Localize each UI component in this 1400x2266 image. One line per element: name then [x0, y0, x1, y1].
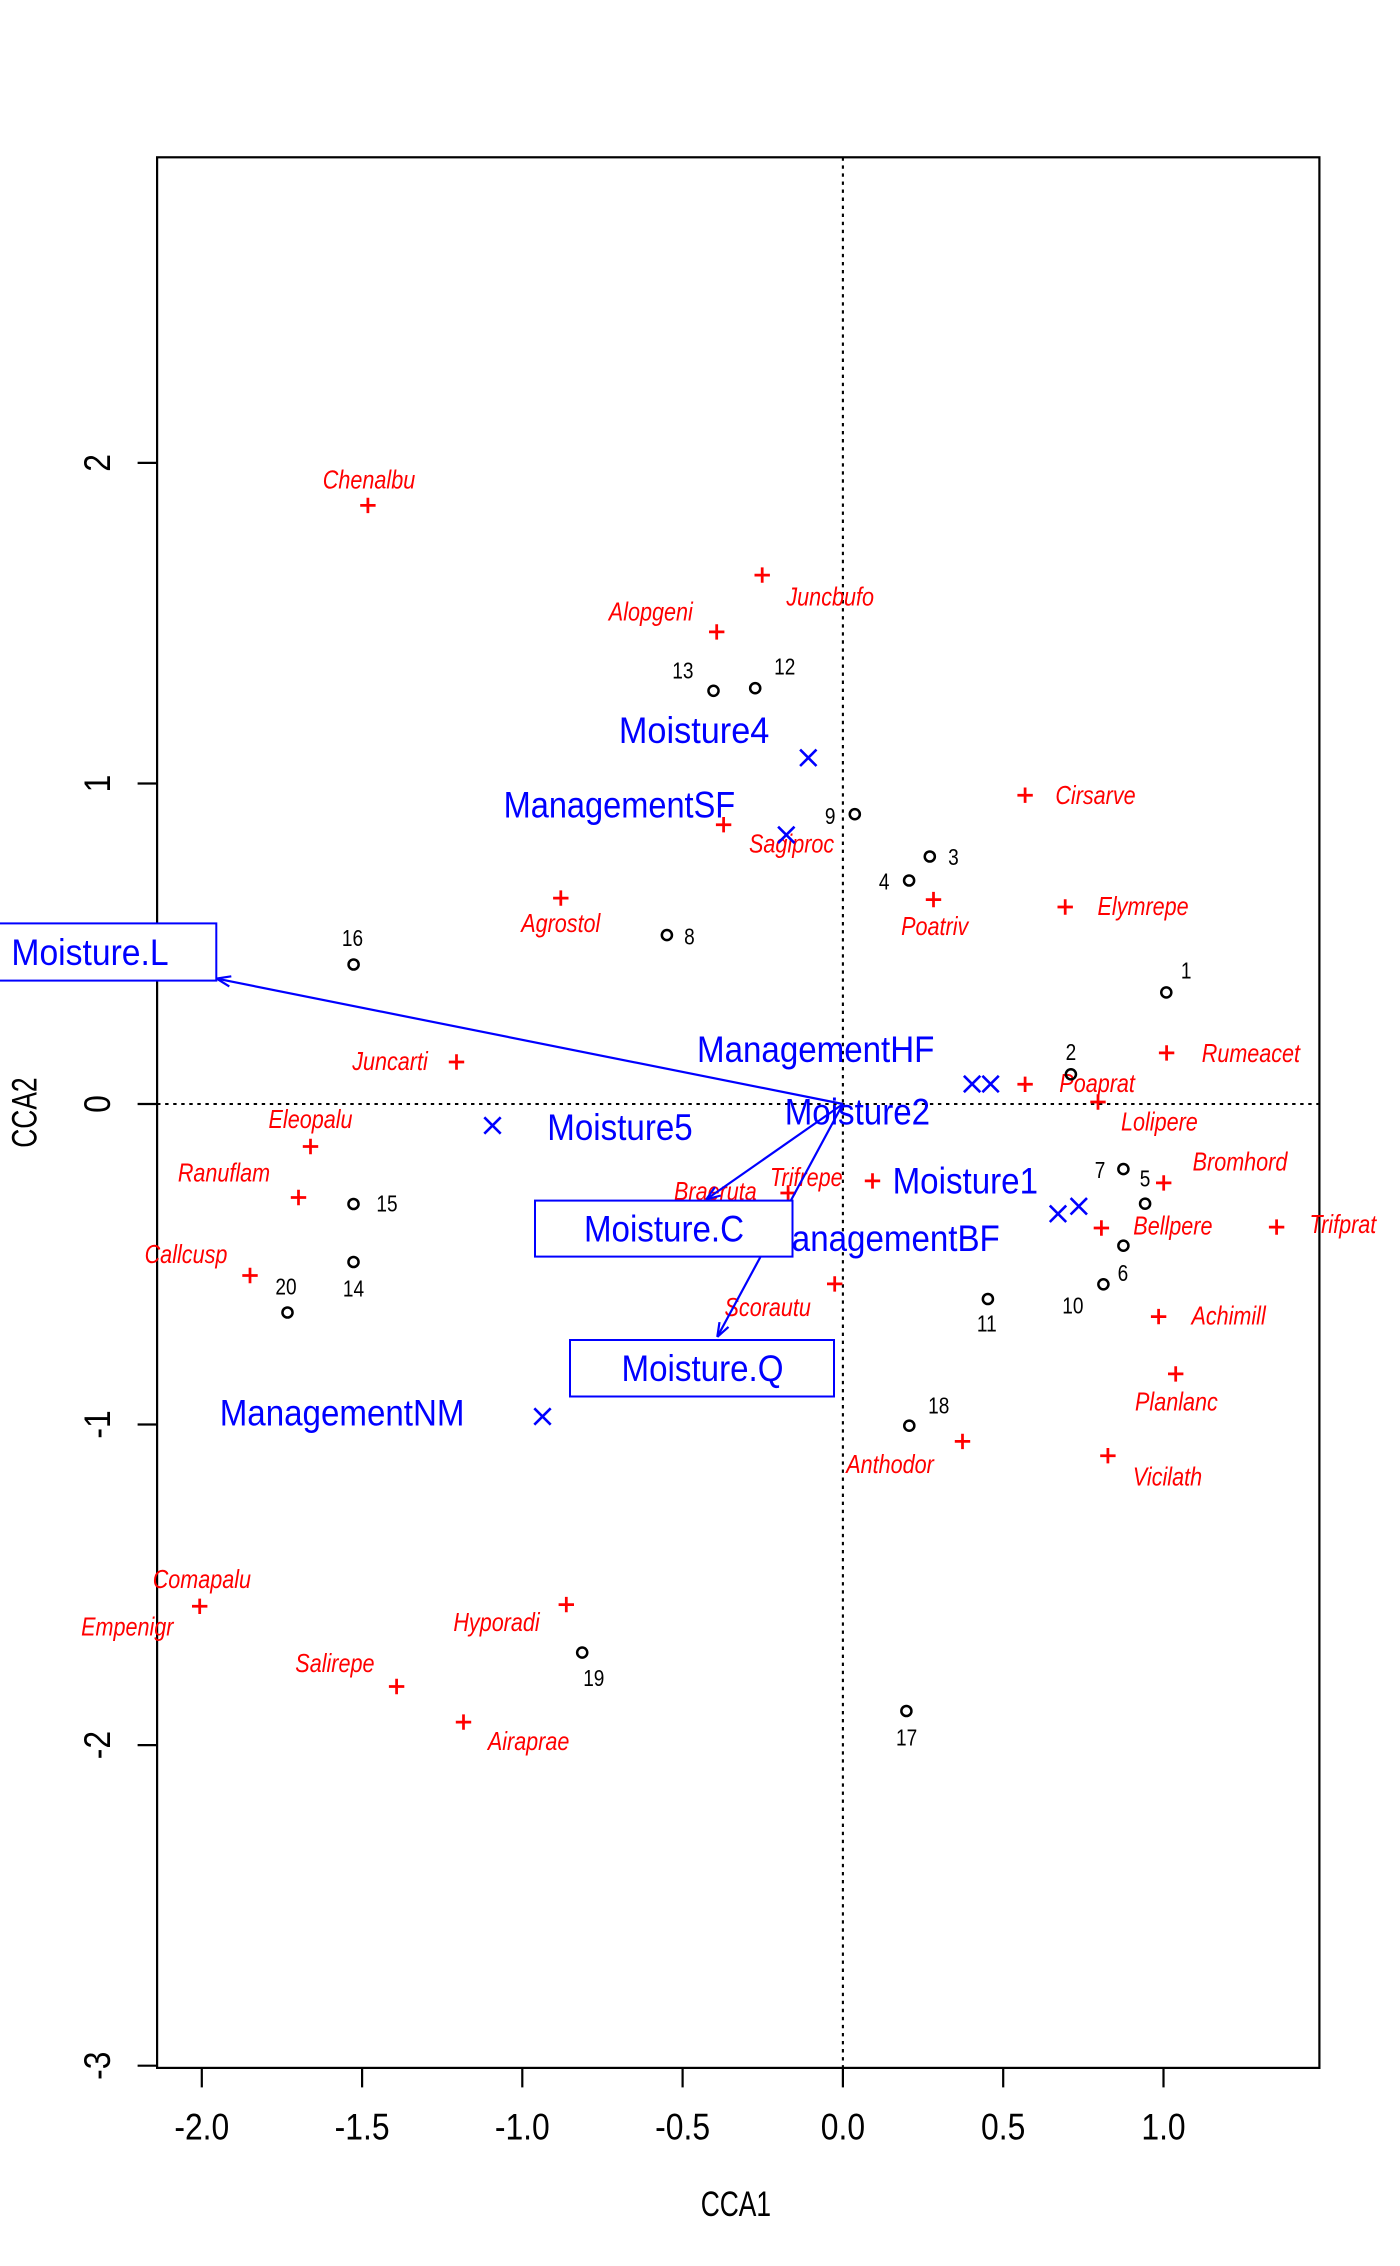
- svg-text:ManagementBF: ManagementBF: [764, 1218, 1000, 1259]
- svg-text:18: 18: [928, 1393, 949, 1419]
- svg-text:Scorautu: Scorautu: [725, 1292, 811, 1322]
- svg-text:Moisture.Q: Moisture.Q: [622, 1348, 784, 1389]
- svg-text:8: 8: [684, 924, 695, 950]
- svg-text:Sagiproc: Sagiproc: [749, 828, 834, 858]
- svg-text:Agrostol: Agrostol: [520, 908, 602, 938]
- svg-text:CCA2: CCA2: [5, 1077, 45, 1147]
- svg-text:ManagementHF: ManagementHF: [697, 1029, 934, 1070]
- svg-text:Comapalu: Comapalu: [153, 1564, 251, 1594]
- svg-text:13: 13: [672, 657, 693, 683]
- svg-text:-1.5: -1.5: [335, 2106, 390, 2148]
- svg-text:ManagementSF: ManagementSF: [504, 784, 736, 825]
- svg-text:Moisture.L: Moisture.L: [11, 932, 168, 973]
- svg-text:Moisture4: Moisture4: [619, 710, 769, 751]
- svg-text:-0.5: -0.5: [655, 2106, 710, 2148]
- svg-text:Elymrepe: Elymrepe: [1098, 891, 1189, 921]
- svg-text:Bellpere: Bellpere: [1133, 1211, 1212, 1241]
- svg-text:12: 12: [774, 654, 795, 680]
- svg-text:19: 19: [583, 1665, 604, 1691]
- svg-text:Salirepe: Salirepe: [295, 1648, 374, 1678]
- svg-text:4: 4: [879, 869, 890, 895]
- svg-text:16: 16: [342, 925, 363, 951]
- svg-text:0.0: 0.0: [821, 2106, 865, 2148]
- svg-text:14: 14: [343, 1275, 364, 1301]
- svg-text:-2: -2: [76, 1731, 118, 1759]
- svg-text:Alopgeni: Alopgeni: [607, 597, 694, 627]
- svg-text:11: 11: [977, 1311, 997, 1337]
- svg-text:Airaprae: Airaprae: [486, 1726, 569, 1756]
- svg-text:5: 5: [1140, 1166, 1151, 1192]
- svg-text:Ranuflam: Ranuflam: [178, 1158, 270, 1188]
- svg-text:Hyporadi: Hyporadi: [453, 1607, 540, 1637]
- svg-text:Juncarti: Juncarti: [351, 1046, 428, 1076]
- svg-text:Bromhord: Bromhord: [1193, 1146, 1289, 1176]
- svg-text:ManagementNM: ManagementNM: [220, 1393, 465, 1434]
- svg-text:7: 7: [1095, 1157, 1106, 1183]
- svg-text:Anthodor: Anthodor: [845, 1449, 935, 1479]
- svg-text:-1.0: -1.0: [495, 2106, 550, 2148]
- svg-text:Poaprat: Poaprat: [1059, 1068, 1136, 1098]
- svg-text:Vicilath: Vicilath: [1133, 1461, 1202, 1491]
- svg-text:CCA1: CCA1: [701, 2184, 771, 2224]
- svg-text:Moisture5: Moisture5: [547, 1107, 692, 1148]
- svg-text:9: 9: [825, 803, 836, 829]
- svg-text:-2.0: -2.0: [174, 2106, 229, 2148]
- svg-text:Planlanc: Planlanc: [1135, 1386, 1218, 1416]
- svg-text:15: 15: [376, 1190, 397, 1216]
- svg-text:Empenigr: Empenigr: [81, 1611, 174, 1641]
- svg-text:Trifprat: Trifprat: [1310, 1209, 1378, 1239]
- svg-text:Callcusp: Callcusp: [145, 1239, 228, 1269]
- svg-text:Achimill: Achimill: [1190, 1301, 1267, 1331]
- svg-text:2: 2: [76, 454, 118, 472]
- svg-text:2: 2: [1066, 1039, 1077, 1065]
- svg-text:1.0: 1.0: [1141, 2106, 1185, 2148]
- svg-text:Poatriv: Poatriv: [901, 911, 970, 941]
- svg-text:Trifrepe: Trifrepe: [770, 1162, 843, 1192]
- svg-text:0.5: 0.5: [981, 2106, 1025, 2148]
- svg-text:Juncbufo: Juncbufo: [786, 582, 874, 612]
- svg-text:0: 0: [76, 1095, 118, 1113]
- svg-text:3: 3: [948, 844, 959, 870]
- svg-text:Lolipere: Lolipere: [1121, 1106, 1198, 1136]
- svg-text:Rumeacet: Rumeacet: [1202, 1038, 1302, 1068]
- svg-text:Moisture2: Moisture2: [785, 1091, 930, 1132]
- svg-text:Chenalbu: Chenalbu: [323, 465, 415, 495]
- svg-text:Eleopalu: Eleopalu: [269, 1104, 353, 1134]
- svg-text:6: 6: [1118, 1260, 1129, 1286]
- svg-text:Moisture.C: Moisture.C: [584, 1209, 744, 1250]
- svg-text:10: 10: [1062, 1293, 1083, 1319]
- svg-text:Cirsarve: Cirsarve: [1055, 780, 1135, 810]
- svg-text:1: 1: [76, 775, 118, 793]
- svg-text:1: 1: [1181, 958, 1192, 984]
- svg-text:Moisture1: Moisture1: [893, 1161, 1038, 1202]
- svg-text:17: 17: [896, 1725, 917, 1751]
- svg-text:-3: -3: [76, 2052, 118, 2080]
- svg-text:20: 20: [275, 1273, 296, 1299]
- svg-text:-1: -1: [76, 1410, 118, 1438]
